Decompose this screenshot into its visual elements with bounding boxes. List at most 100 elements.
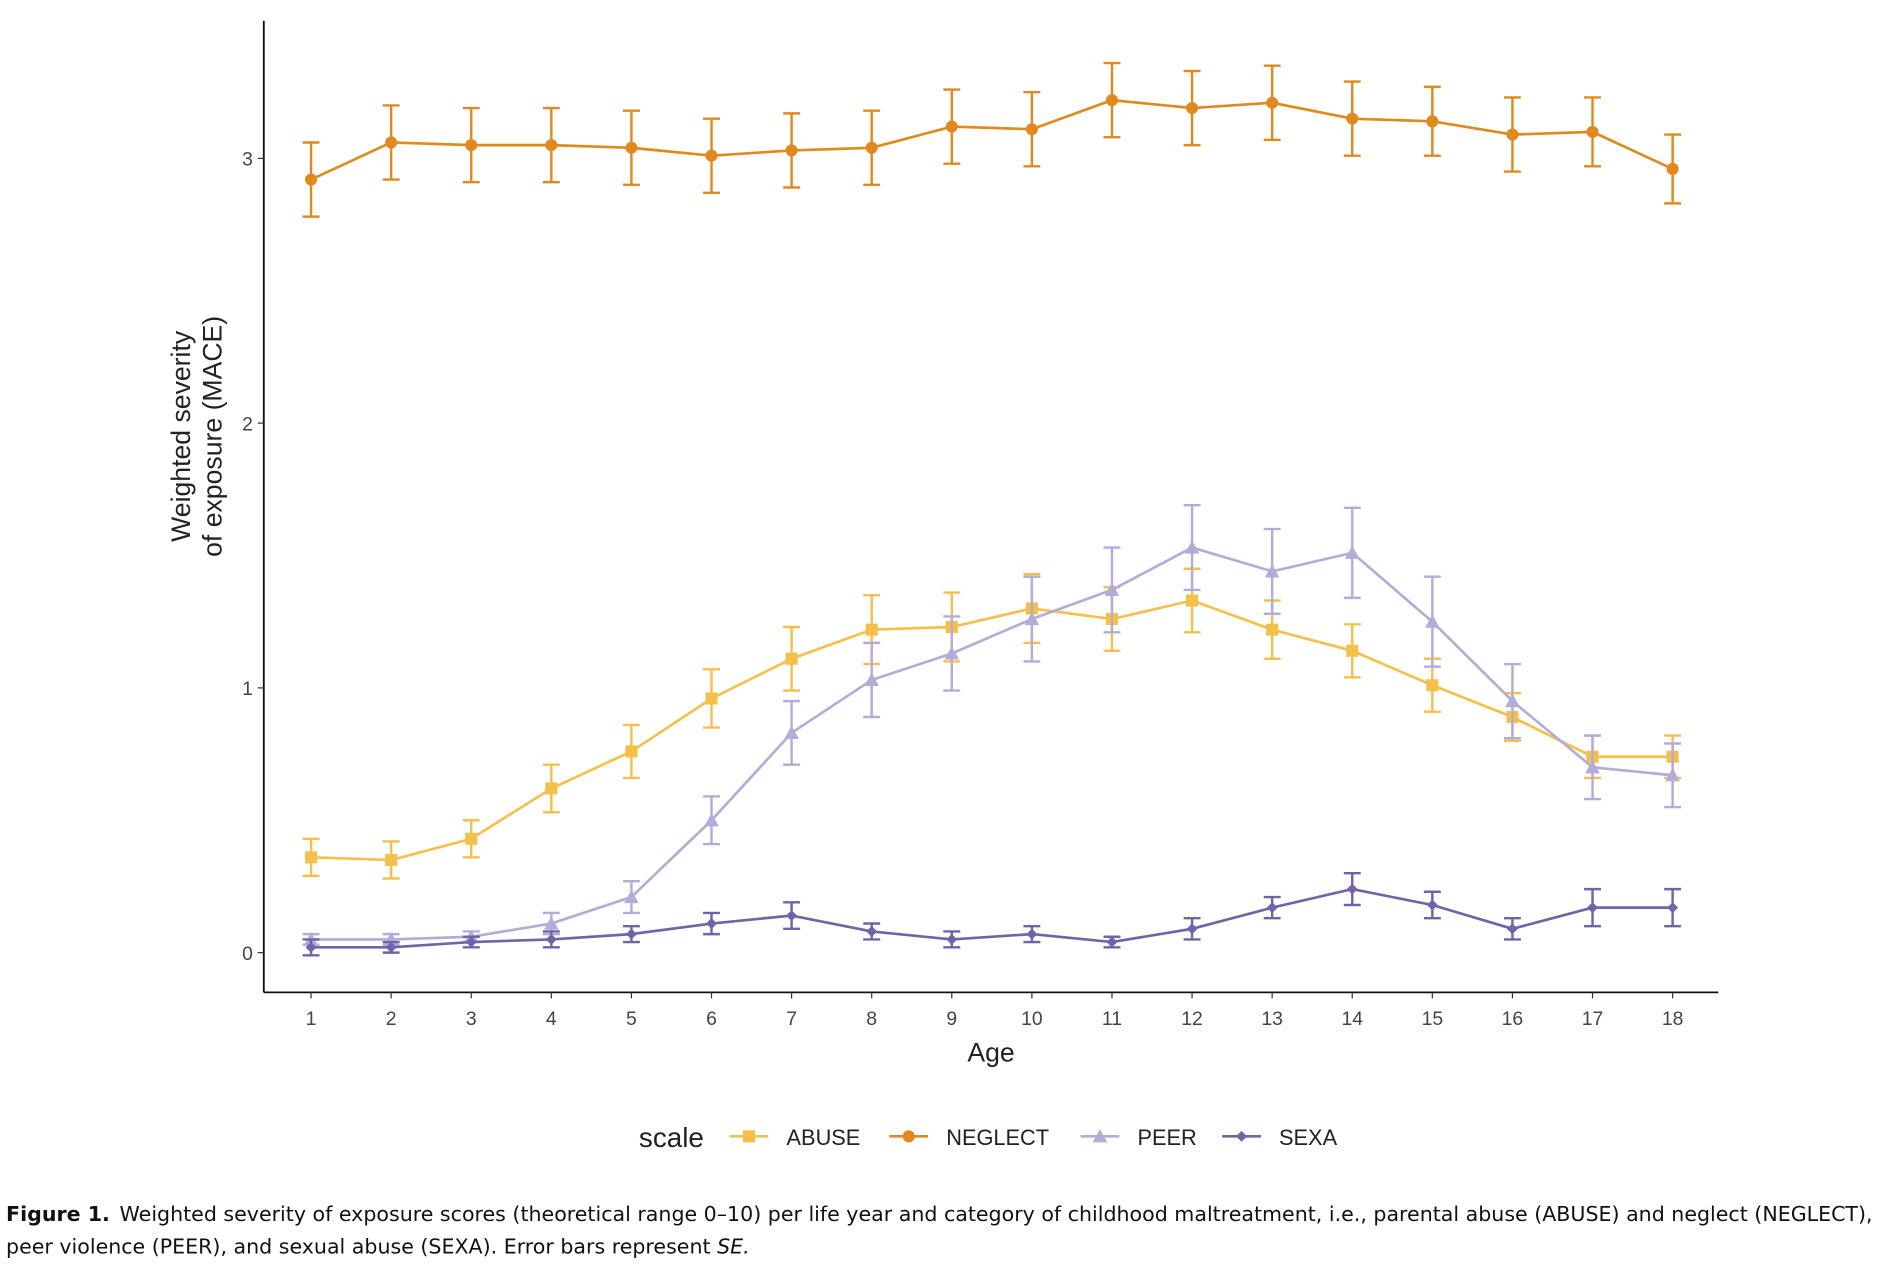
marker [545,139,558,152]
marker [1506,128,1519,141]
marker [785,652,798,665]
marker [1026,928,1038,940]
x-tick-label: 11 [1102,1008,1122,1030]
marker [1264,564,1280,578]
caption: peer violence (PEER), and sexual abuse (… [6,1235,750,1259]
marker [1585,760,1600,774]
legend-label: SEXA [1279,1125,1338,1150]
marker [1106,936,1118,948]
marker [385,853,398,867]
marker [742,1130,756,1143]
marker [946,933,958,945]
caption-text: Weighted severity of exposure scores (th… [120,1202,1873,1226]
x-tick-label: 10 [1021,1008,1043,1030]
marker [1346,883,1358,895]
marker [625,745,638,758]
marker [1236,1130,1247,1142]
y-tick-label: 1 [242,678,253,700]
legend-label: ABUSE [787,1125,861,1150]
marker [1426,899,1438,911]
marker [865,141,878,154]
marker [385,941,397,953]
marker [1186,923,1198,935]
marker [1426,679,1439,692]
x-tick-label: 12 [1181,1008,1203,1030]
marker [1092,1129,1108,1143]
x-tick-label: 2 [386,1008,397,1030]
x-tick-label: 7 [786,1008,797,1030]
marker [1346,644,1359,657]
x-tick-label: 3 [466,1008,477,1030]
marker [864,672,879,686]
marker [705,692,718,705]
marker [1505,693,1520,708]
marker [385,136,398,149]
marker [1025,123,1038,136]
y-tick-label: 2 [242,413,253,435]
x-axis-label: Age [967,1037,1014,1067]
y-tick-label: 0 [242,943,253,965]
marker [625,141,638,154]
x-tick-label: 8 [866,1008,877,1030]
marker [902,1130,915,1143]
x-tick-label: 13 [1261,1008,1283,1030]
x-tick-label: 15 [1422,1008,1444,1030]
legend-label: NEGLECT [946,1125,1049,1150]
marker [786,910,798,922]
marker [465,139,478,152]
marker [1266,96,1279,109]
x-tick-label: 4 [546,1008,557,1030]
marker [784,725,799,739]
x-tick-label: 1 [306,1008,317,1030]
marker [544,916,559,930]
marker [305,941,317,953]
marker [1587,902,1598,914]
marker [1104,582,1120,596]
x-tick-label: 14 [1341,1008,1363,1030]
marker [704,813,719,827]
marker [1586,125,1599,138]
marker [1105,94,1119,107]
y-axis-label: Weighted severity [166,330,196,542]
marker [1344,545,1360,559]
marker [304,851,318,864]
x-tick-label: 5 [626,1008,637,1030]
x-tick-label: 6 [706,1008,717,1030]
marker [1665,767,1680,782]
marker [945,120,958,133]
marker [545,782,558,795]
series-line [311,599,1673,862]
marker [1024,611,1040,626]
marker [705,149,718,162]
marker [1666,162,1679,176]
marker [625,928,637,940]
caption-text: peer violence (PEER), and sexual abuse (… [6,1235,717,1259]
marker [1266,902,1278,914]
marker [866,926,878,937]
marker [706,918,717,929]
marker [1426,115,1439,128]
x-tick-label: 16 [1502,1008,1524,1030]
marker [865,623,878,636]
x-tick-label: 18 [1662,1008,1684,1030]
caption: Figure 1. Weighted severity of exposure s… [6,1202,1873,1226]
marker [624,889,639,904]
x-tick-label: 17 [1582,1008,1604,1030]
marker [1506,923,1518,935]
marker [304,173,318,186]
series-line [311,887,1673,949]
marker [1186,594,1199,607]
marker [1186,102,1199,115]
marker [545,933,557,945]
legend-label: PEER [1137,1125,1196,1150]
marker [1346,112,1359,125]
marker [785,144,798,157]
marker [1667,902,1679,914]
marker [1266,623,1279,636]
marker [944,646,960,660]
series-line [311,546,1673,941]
x-tick-label: 9 [946,1008,957,1030]
marker [465,832,478,845]
